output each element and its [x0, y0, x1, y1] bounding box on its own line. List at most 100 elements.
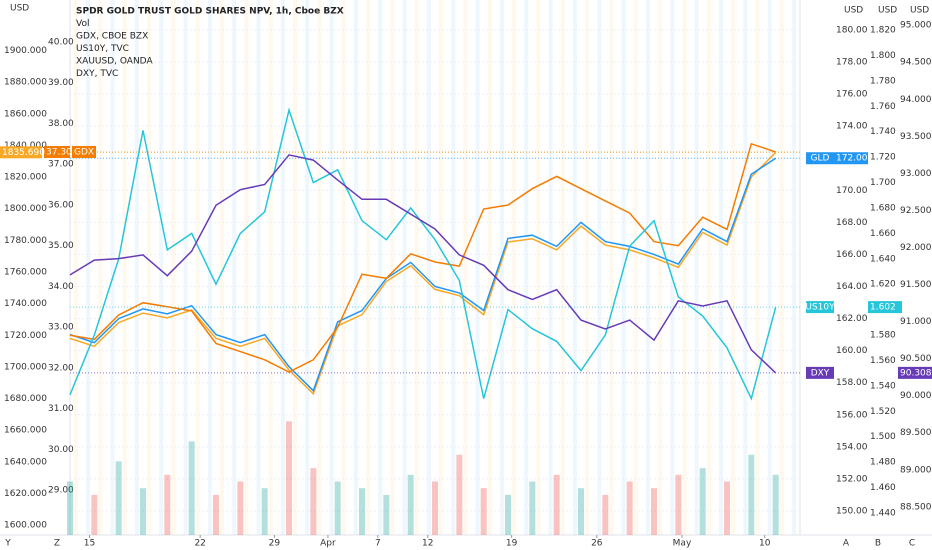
session-stripe — [74, 0, 78, 535]
session-stripe — [439, 0, 444, 535]
price-tag-value: 172.00 — [836, 154, 868, 164]
y-tick-label: 1.500 — [870, 432, 896, 442]
session-stripe — [232, 0, 237, 535]
y-tick-label: 1.700 — [870, 178, 896, 188]
price-tag-name-text: GDX — [74, 147, 94, 157]
axis-unit: USD — [10, 4, 29, 14]
y-tick-label: 35.00 — [48, 241, 74, 251]
y-tick-label: 89.000 — [900, 465, 932, 475]
corner-button: Y — [4, 539, 11, 549]
volume-bar — [626, 481, 633, 535]
y-tick-label: 1.680 — [870, 203, 896, 213]
y-tick-label: 39.00 — [48, 78, 74, 88]
volume-bar — [748, 454, 755, 535]
legend-entry: XAUUSD, OANDA — [76, 57, 153, 67]
session-stripe — [353, 0, 358, 535]
volume-bar — [261, 488, 268, 535]
x-tick-label: 26 — [591, 539, 603, 549]
y-tick-label: 162.00 — [836, 314, 868, 324]
y-tick-label: 1720.000 — [4, 331, 47, 341]
y-tick-label: 1.620 — [870, 280, 896, 290]
axis-unit: USD — [910, 6, 929, 16]
y-tick-label: 152.00 — [836, 474, 868, 484]
session-stripe — [98, 0, 103, 535]
y-tick-label: 95.000 — [900, 21, 932, 31]
price-tag-name — [806, 366, 834, 379]
y-tick-label: 1820.000 — [4, 173, 47, 183]
session-stripe — [670, 0, 675, 535]
session-stripe — [779, 0, 784, 535]
session-stripe — [694, 0, 699, 535]
session-stripe — [402, 0, 407, 535]
axis-unit: USD — [878, 6, 897, 16]
price-tag-value: 1835.690 — [2, 148, 45, 158]
y-tick-label: 1600.000 — [4, 521, 47, 531]
y-tick-label: 180.00 — [836, 25, 868, 35]
legend-entry: US10Y, TVC — [76, 44, 129, 54]
session-stripe — [743, 0, 748, 535]
y-tick-label: 1680.000 — [4, 394, 47, 404]
session-stripe — [572, 0, 577, 535]
session-stripe — [512, 0, 517, 535]
y-tick-label: 91.500 — [900, 280, 932, 290]
session-stripe — [159, 0, 164, 535]
y-tick-label: 88.500 — [900, 502, 932, 512]
y-tick-label: 174.00 — [836, 122, 868, 132]
y-tick-label: 1640.000 — [4, 457, 47, 467]
price-tag-name-text: DXY — [811, 368, 830, 378]
session-stripe — [122, 0, 127, 535]
volume-bar — [407, 474, 414, 535]
volume-bar — [578, 488, 584, 535]
legend-entry: Vol — [76, 19, 89, 29]
legend-entry: DXY, TVC — [76, 69, 118, 79]
y-tick-label: 92.500 — [900, 206, 932, 216]
x-tick-label: Apr — [320, 539, 336, 549]
y-tick-label: 91.000 — [900, 317, 932, 327]
session-stripe — [585, 0, 590, 535]
session-stripe — [463, 0, 468, 535]
corner-button: A — [843, 539, 850, 549]
corner-button: C — [909, 539, 915, 549]
volume-bar — [675, 474, 682, 535]
volume-bar — [67, 481, 73, 535]
volume-bar — [456, 454, 463, 535]
session-stripe — [451, 0, 456, 535]
y-tick-label: 32.00 — [48, 363, 74, 373]
y-tick-label: 1.760 — [870, 102, 896, 112]
legend-entry: SPDR GOLD TRUST GOLD SHARES NPV, 1h, Cbo… — [76, 7, 344, 17]
price-tag-name — [806, 152, 834, 165]
volume-bar — [164, 474, 171, 535]
y-tick-label: 1900.000 — [4, 46, 47, 56]
volume-bar — [91, 494, 98, 535]
y-tick-label: 1.740 — [870, 127, 896, 137]
y-tick-label: 1880.000 — [4, 78, 47, 88]
y-tick-label: 170.00 — [836, 186, 868, 196]
y-tick-label: 160.00 — [836, 346, 868, 356]
y-tick-label: 1620.000 — [4, 489, 47, 499]
session-stripe — [110, 0, 115, 535]
y-tick-label: 1.660 — [870, 229, 896, 239]
session-stripe — [134, 0, 139, 535]
volume-bar — [553, 474, 560, 535]
volume-bar — [480, 488, 487, 535]
session-stripe — [475, 0, 480, 535]
volume-bar — [699, 468, 706, 535]
price-tag — [44, 145, 70, 158]
session-stripe — [682, 0, 687, 535]
x-tick-label: 22 — [194, 539, 205, 549]
y-tick-label: 89.500 — [900, 428, 932, 438]
x-tick-label: 29 — [269, 539, 281, 549]
session-stripe — [487, 0, 492, 535]
legend-entry: GDX, CBOE BZX — [76, 32, 148, 42]
y-tick-label: 1.460 — [870, 483, 896, 493]
session-stripe — [317, 0, 322, 535]
price-tag — [898, 366, 932, 379]
y-tick-label: 1.560 — [870, 356, 896, 366]
price-tag-value: 90.308 — [900, 368, 932, 378]
y-tick-label: 93.500 — [900, 132, 932, 142]
series-line — [69, 157, 777, 393]
y-tick-label: 1.800 — [870, 51, 896, 61]
session-stripe — [792, 0, 797, 535]
volume-bar — [432, 481, 438, 535]
volume-bar — [115, 461, 122, 535]
